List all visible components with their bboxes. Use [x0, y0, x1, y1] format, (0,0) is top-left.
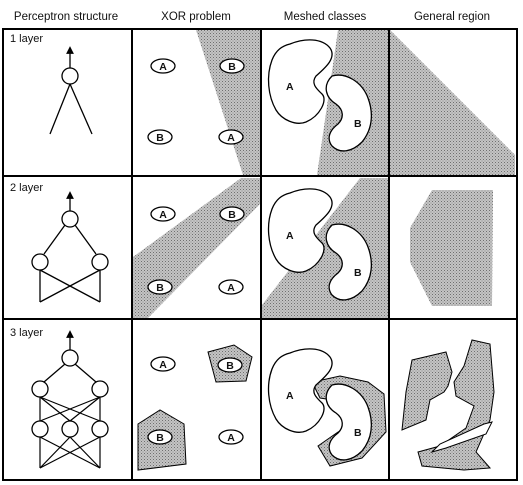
xor-label-a-r2-tl: A	[159, 209, 167, 221]
xor-label-a-r1-br: A	[227, 132, 235, 144]
perceptron-3-layer	[31, 330, 109, 469]
meshed-blob-b-row2	[325, 223, 373, 301]
xor-label-a-r2-br: A	[227, 282, 235, 294]
xor-region-2-layer	[133, 178, 260, 318]
meshed-blobs	[267, 39, 373, 461]
xor-label-b-r3-bl: B	[156, 432, 164, 444]
meshed-label-b-row3: B	[354, 427, 362, 439]
meshed-blob-b-row1	[325, 74, 373, 152]
xor-label-a-r1-tl: A	[159, 61, 167, 73]
meshed-blob-b-row3	[325, 383, 373, 461]
meshed-blob-a-row2	[267, 188, 333, 273]
xor-label-a-r3-tl: A	[159, 359, 167, 371]
header-general-region: General region	[414, 11, 490, 23]
meshed-label-a-row3: A	[286, 390, 294, 402]
xor-label-b-r3-tr: B	[226, 360, 234, 372]
general-region-2-layer	[410, 190, 493, 306]
perceptron-1-layer	[49, 46, 93, 135]
row-2-layer: 2 layer	[10, 178, 493, 318]
row-3-layer: 3 layer	[10, 327, 495, 471]
general-region-1-layer	[390, 30, 515, 175]
xor-label-b-r2-bl: B	[156, 282, 164, 294]
grid	[2, 28, 518, 481]
row-label-2-layer: 2 layer	[10, 182, 43, 194]
row-label-1-layer: 1 layer	[10, 33, 43, 45]
perceptron-2-layer	[31, 191, 109, 303]
meshed-label-b-row1: B	[354, 118, 362, 130]
meshed-label-a-row2: A	[286, 230, 294, 242]
general-region-3-layer-a	[401, 351, 453, 431]
meshed-label-b-row2: B	[354, 267, 362, 279]
header-perceptron-structure: Perceptron structure	[14, 11, 118, 23]
meshed-labels: A B A B A B	[286, 81, 362, 439]
row-1-layer: 1 layer	[10, 30, 515, 175]
xor-labels: A B B A A B B A A B B A	[147, 58, 245, 445]
xor-label-b-r2-tr: B	[228, 209, 236, 221]
row-label-3-layer: 3 layer	[10, 327, 43, 339]
header-meshed-classes: Meshed classes	[284, 11, 367, 23]
xor-region-1-layer	[196, 30, 260, 175]
xor-label-b-r1-tr: B	[228, 61, 236, 73]
meshed-label-a-row1: A	[286, 81, 294, 93]
meshed-blob-a-row3	[267, 348, 333, 433]
meshed-blob-a-row1	[267, 39, 333, 124]
general-region-3-layer-c	[430, 421, 493, 454]
xor-label-b-r1-bl: B	[156, 132, 164, 144]
header-xor-problem: XOR problem	[161, 11, 231, 23]
xor-label-a-r3-br: A	[227, 432, 235, 444]
